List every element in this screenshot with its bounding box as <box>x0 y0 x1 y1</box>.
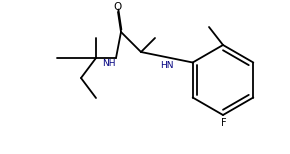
Text: O: O <box>114 2 122 12</box>
Text: F: F <box>221 118 227 128</box>
Text: NH: NH <box>102 59 116 67</box>
Text: HN: HN <box>160 61 174 70</box>
